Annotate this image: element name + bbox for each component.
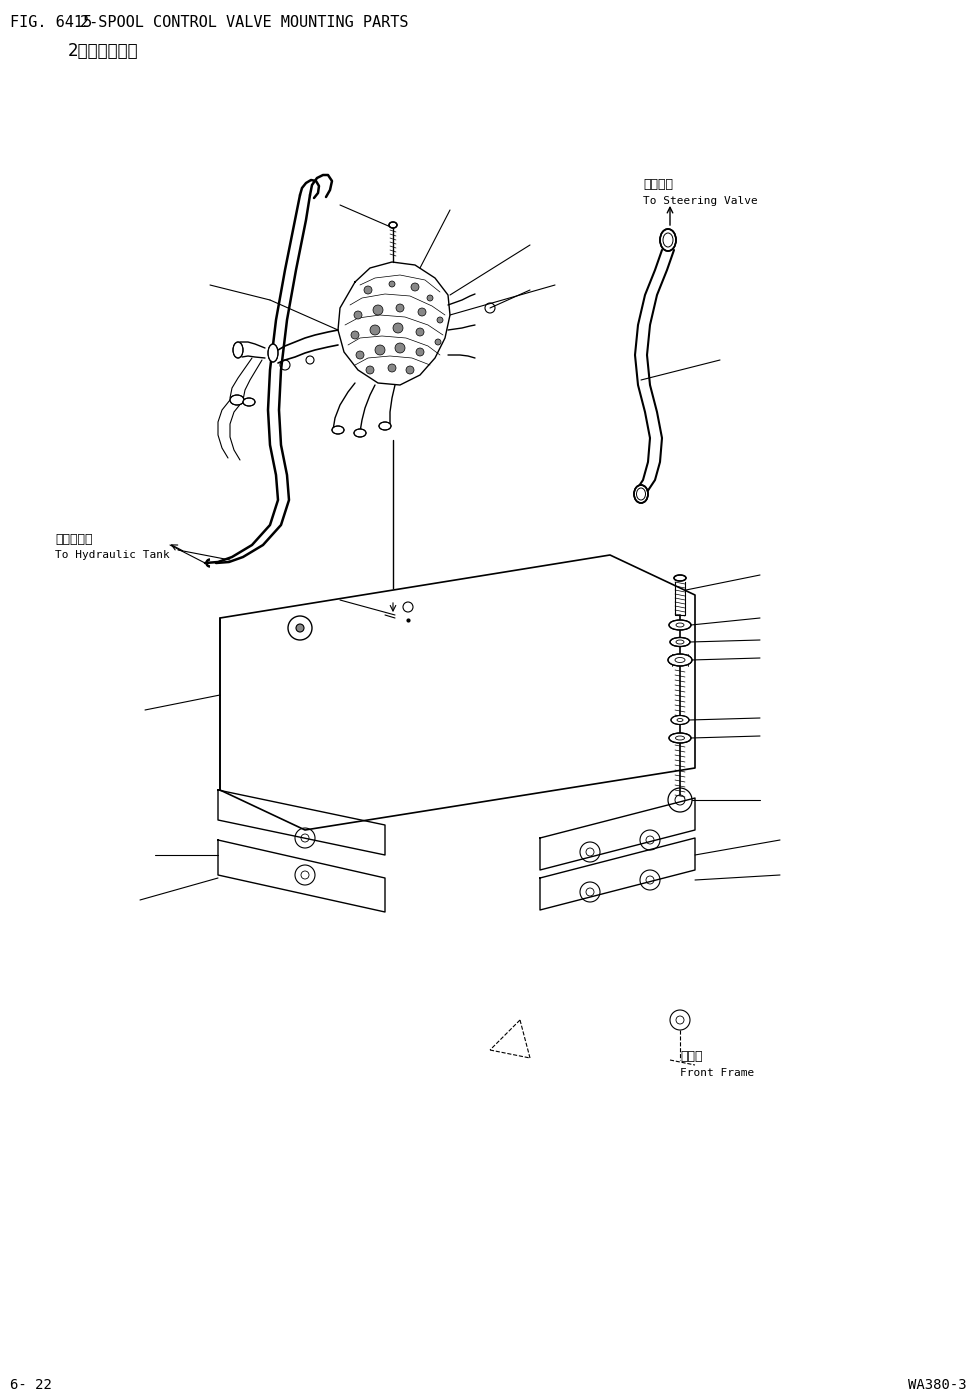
Polygon shape bbox=[540, 838, 695, 909]
Ellipse shape bbox=[634, 485, 648, 504]
Ellipse shape bbox=[671, 715, 689, 725]
Ellipse shape bbox=[670, 638, 690, 646]
Circle shape bbox=[418, 308, 426, 316]
Ellipse shape bbox=[389, 222, 397, 228]
Text: 至液压油筱: 至液压油筱 bbox=[55, 533, 93, 546]
Circle shape bbox=[364, 285, 372, 294]
Ellipse shape bbox=[230, 395, 244, 404]
Circle shape bbox=[296, 624, 304, 632]
Circle shape bbox=[356, 351, 364, 360]
Ellipse shape bbox=[243, 397, 255, 406]
Ellipse shape bbox=[669, 733, 691, 743]
Circle shape bbox=[416, 327, 424, 336]
Circle shape bbox=[395, 343, 405, 353]
Circle shape bbox=[437, 318, 443, 323]
Circle shape bbox=[411, 283, 419, 291]
Text: 前车架: 前车架 bbox=[680, 1051, 702, 1063]
Ellipse shape bbox=[332, 427, 344, 434]
Text: FIG. 6415: FIG. 6415 bbox=[10, 15, 92, 29]
Circle shape bbox=[373, 305, 383, 315]
Circle shape bbox=[375, 346, 385, 355]
Ellipse shape bbox=[233, 341, 243, 358]
Text: To Steering Valve: To Steering Valve bbox=[643, 196, 758, 206]
Circle shape bbox=[389, 281, 395, 287]
Circle shape bbox=[406, 367, 414, 374]
Ellipse shape bbox=[268, 344, 278, 362]
Circle shape bbox=[370, 325, 380, 334]
Circle shape bbox=[388, 364, 396, 372]
Text: To Hydraulic Tank: To Hydraulic Tank bbox=[55, 550, 170, 560]
Ellipse shape bbox=[669, 620, 691, 630]
Ellipse shape bbox=[660, 229, 676, 250]
Circle shape bbox=[416, 348, 424, 355]
Polygon shape bbox=[220, 555, 695, 830]
Ellipse shape bbox=[379, 422, 391, 429]
Text: Front Frame: Front Frame bbox=[680, 1067, 754, 1079]
Circle shape bbox=[435, 339, 441, 346]
Circle shape bbox=[393, 323, 403, 333]
Circle shape bbox=[366, 367, 374, 374]
Polygon shape bbox=[540, 797, 695, 870]
Circle shape bbox=[351, 332, 359, 339]
Text: 2路阁安装部件: 2路阁安装部件 bbox=[68, 42, 139, 60]
Text: WA380-3: WA380-3 bbox=[909, 1378, 967, 1392]
Text: 至转句阀: 至转句阀 bbox=[643, 178, 673, 192]
Polygon shape bbox=[218, 790, 385, 855]
Circle shape bbox=[396, 304, 404, 312]
Ellipse shape bbox=[674, 575, 686, 581]
Circle shape bbox=[427, 295, 433, 301]
Text: 2-SPOOL CONTROL VALVE MOUNTING PARTS: 2-SPOOL CONTROL VALVE MOUNTING PARTS bbox=[80, 15, 408, 29]
Ellipse shape bbox=[354, 429, 366, 436]
Text: 6- 22: 6- 22 bbox=[10, 1378, 52, 1392]
Polygon shape bbox=[218, 839, 385, 912]
Ellipse shape bbox=[668, 653, 692, 666]
Polygon shape bbox=[338, 262, 450, 385]
Circle shape bbox=[354, 311, 362, 319]
